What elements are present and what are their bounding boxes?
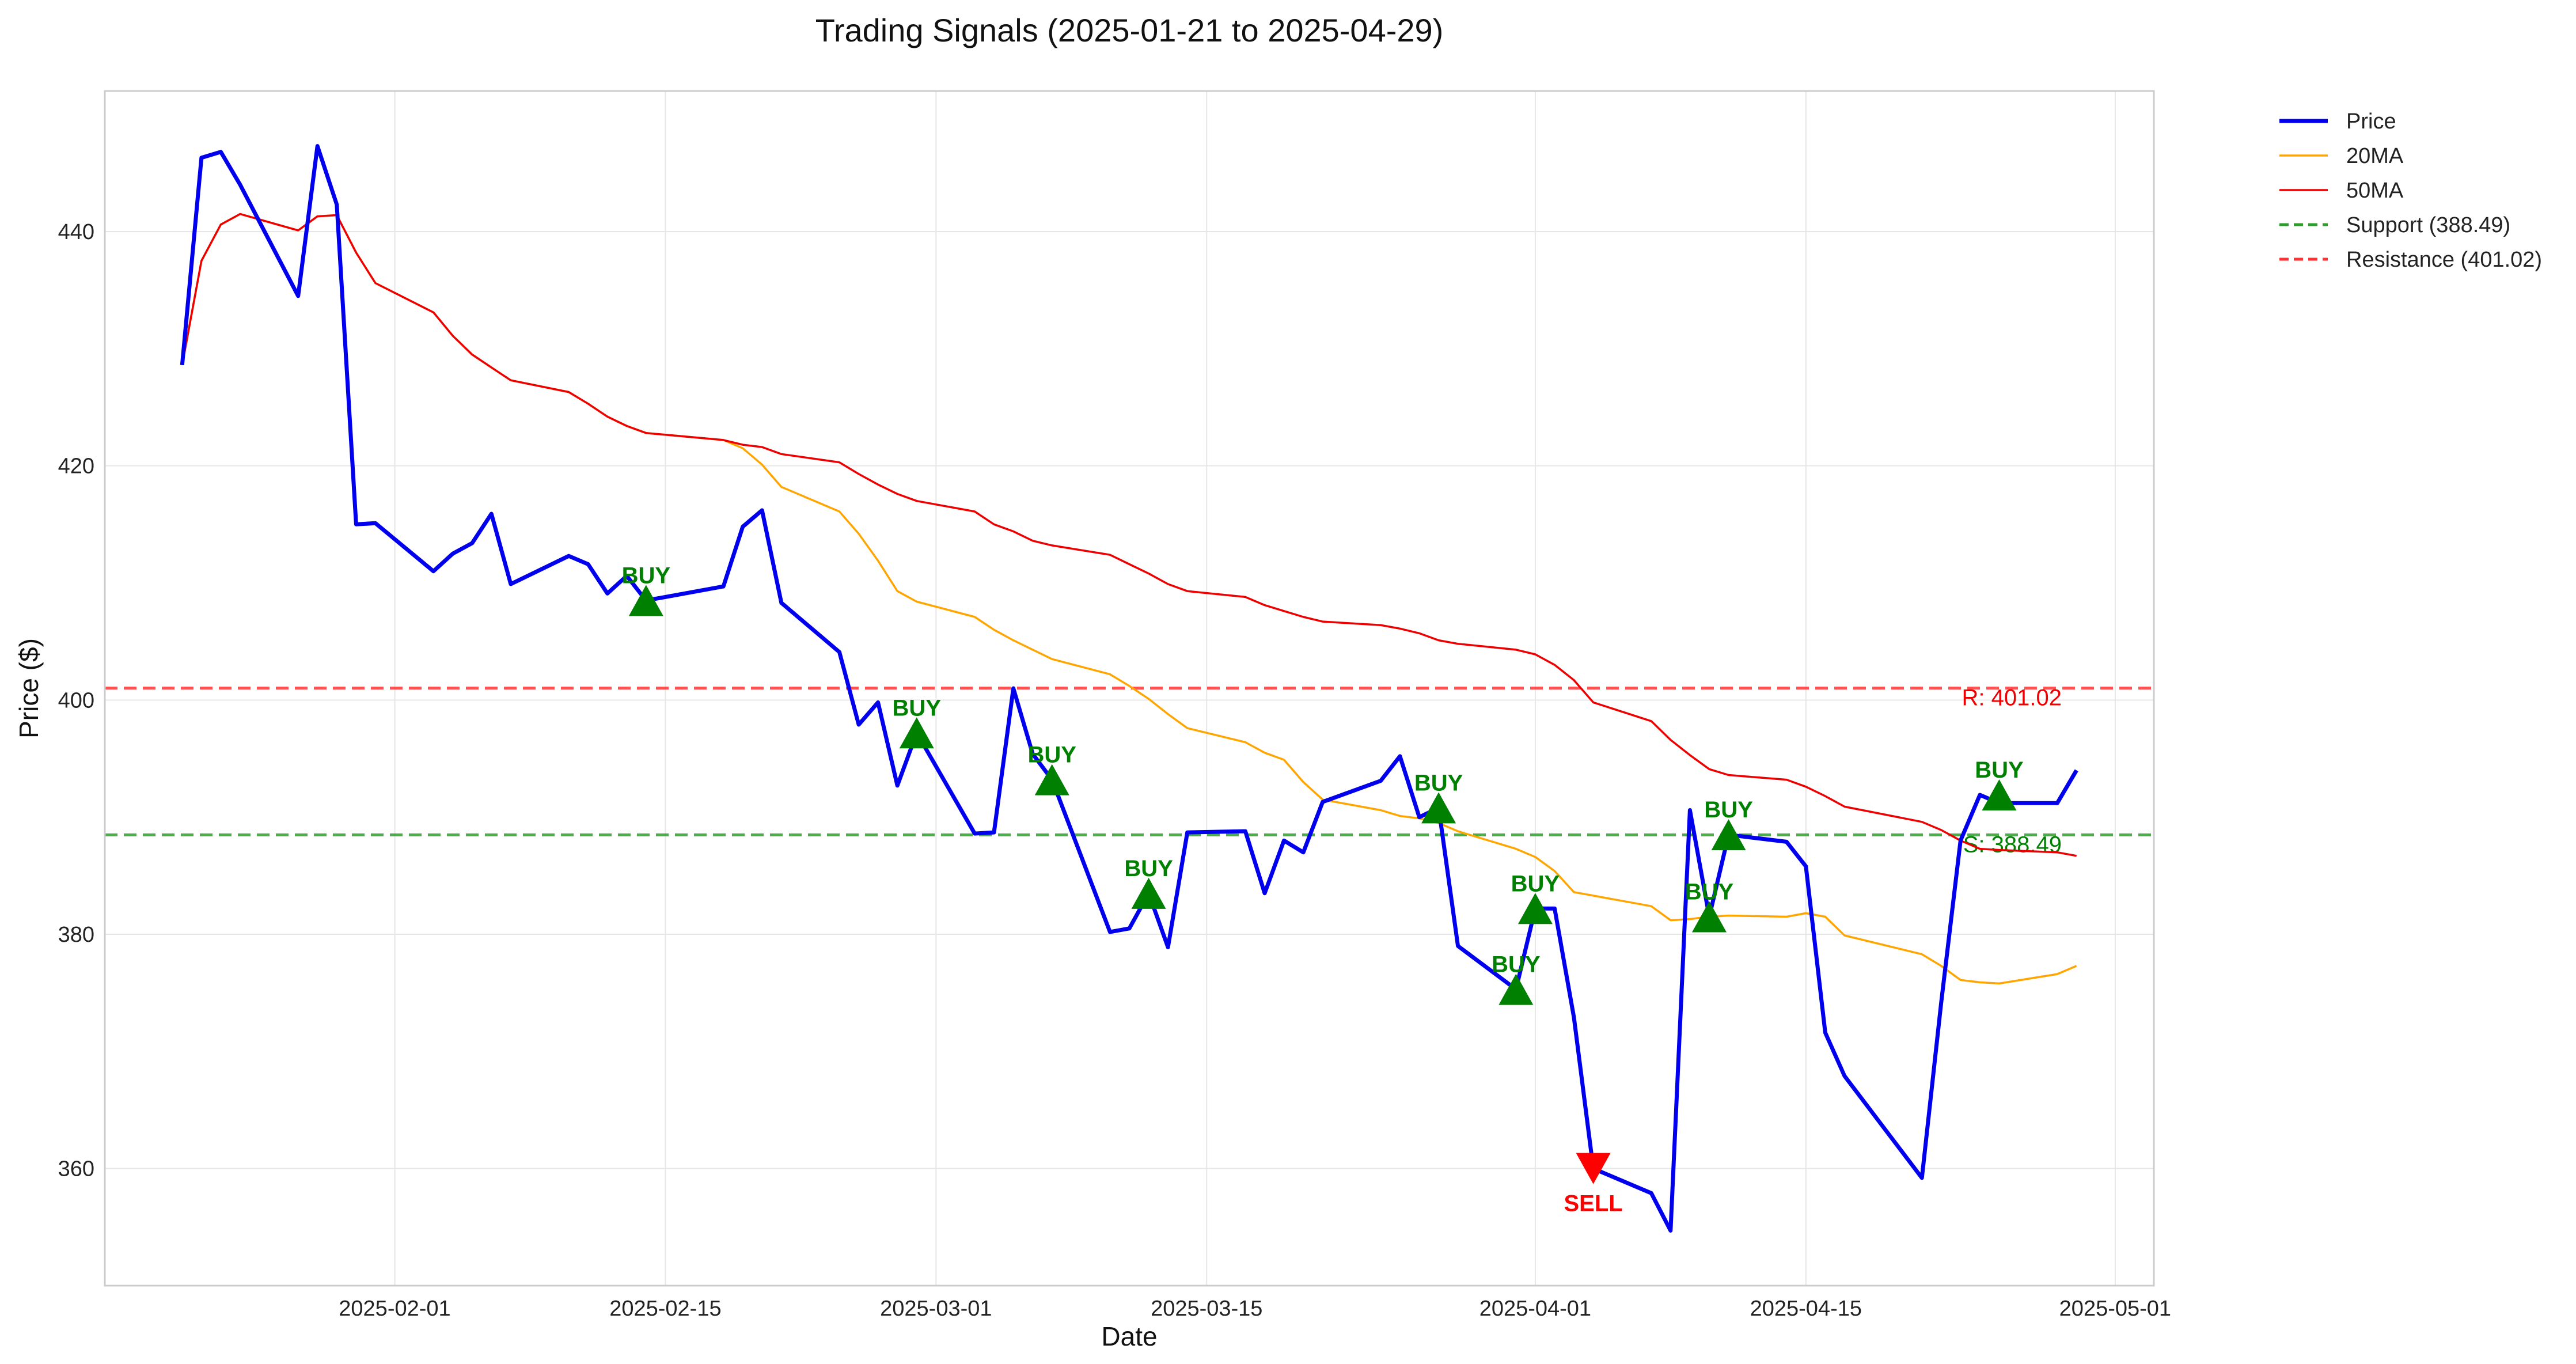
buy-signal: BUY: [1685, 880, 1734, 933]
buy-label: BUY: [1028, 742, 1077, 768]
y-tick-label: 420: [58, 454, 94, 479]
plot-frame: [104, 90, 2155, 1287]
chart-title: Trading Signals (2025-01-21 to 2025-04-2…: [815, 12, 1444, 48]
legend-label: 20MA: [2346, 144, 2404, 168]
x-tick-label: 2025-03-15: [1151, 1297, 1262, 1321]
legend-entry: 50MA: [2279, 179, 2404, 203]
series-lines: [180, 144, 2078, 1233]
y-tick-label: 380: [58, 923, 94, 947]
x-tick-label: 2025-04-01: [1479, 1297, 1591, 1321]
x-tick-label: 2025-03-01: [880, 1297, 992, 1321]
legend-label: Price: [2346, 109, 2396, 134]
buy-marker: [1131, 877, 1166, 909]
buy-marker: [899, 717, 934, 749]
buy-marker: [1034, 764, 1069, 795]
buy-marker: [1711, 819, 1746, 851]
support-label: S: 388.49: [1963, 832, 2062, 857]
buy-label: BUY: [622, 563, 671, 589]
legend-label: 50MA: [2346, 179, 2404, 203]
y-tick-label: 400: [58, 688, 94, 713]
buy-label: BUY: [1704, 797, 1753, 823]
buy-signal: BUY: [1511, 871, 1560, 925]
legend: Price 20MA 50MA Support (388.49) Resistance …: [2279, 109, 2542, 272]
ma50-series-line: [181, 213, 2077, 857]
buy-signal: BUY: [1124, 856, 1173, 909]
legend-label: Resistance (401.02): [2346, 248, 2542, 272]
x-tick-label: 2025-04-15: [1750, 1297, 1862, 1321]
legend-label: Support (388.49): [2346, 213, 2510, 237]
legend-entry: Resistance (401.02): [2279, 248, 2542, 272]
buy-signal: BUY: [893, 695, 942, 749]
support-resistance-lines: S: 388.49 R: 401.02: [105, 685, 2154, 857]
buy-signal: BUY: [1975, 757, 2024, 811]
y-tick-label: 440: [58, 220, 94, 244]
legend-entry: Price: [2279, 109, 2396, 134]
buy-marker: [1421, 792, 1456, 824]
y-tick-label: 360: [58, 1157, 94, 1181]
sell-signal: SELL: [1564, 1153, 1623, 1217]
buy-marker: [1517, 893, 1553, 925]
buy-marker: [1691, 901, 1727, 933]
buy-signal: BUY: [1414, 770, 1463, 824]
buy-label: BUY: [1511, 871, 1560, 896]
x-tick-label: 2025-05-01: [2059, 1297, 2171, 1321]
x-tick-label: 2025-02-01: [339, 1297, 450, 1321]
resistance-label: R: 401.02: [1962, 685, 2062, 711]
buy-label: BUY: [1685, 880, 1734, 905]
axis-ticks: 2025-02-01 2025-02-15 2025-03-01 2025-03-15…: [58, 220, 2171, 1321]
x-tick-label: 2025-02-15: [609, 1297, 721, 1321]
y-axis-label: Price ($): [14, 638, 44, 738]
buy-marker: [1498, 973, 1534, 1005]
legend-entry: Support (388.49): [2279, 213, 2510, 237]
price-series-line: [180, 144, 2078, 1233]
buy-label: BUY: [1124, 856, 1173, 881]
sell-marker: [1576, 1153, 1611, 1184]
buy-signal: BUY: [1492, 952, 1541, 1005]
legend-entry: 20MA: [2279, 144, 2404, 168]
buy-label: BUY: [1414, 770, 1463, 795]
buy-label: BUY: [1492, 952, 1541, 977]
sell-label: SELL: [1564, 1191, 1622, 1217]
buy-marker: [1982, 779, 2017, 811]
buy-signal: BUY: [622, 563, 671, 616]
buy-marker: [628, 585, 663, 616]
buy-label: BUY: [1975, 757, 2024, 783]
buy-label: BUY: [893, 695, 942, 721]
buy-signal: BUY: [1704, 797, 1753, 851]
signal-markers: BUY BUY BUY BUY BUY BUY BUY SELL BUY BUY BUY: [622, 563, 2024, 1217]
x-axis-label: Date: [1101, 1321, 1157, 1351]
buy-signal: BUY: [1028, 742, 1077, 795]
